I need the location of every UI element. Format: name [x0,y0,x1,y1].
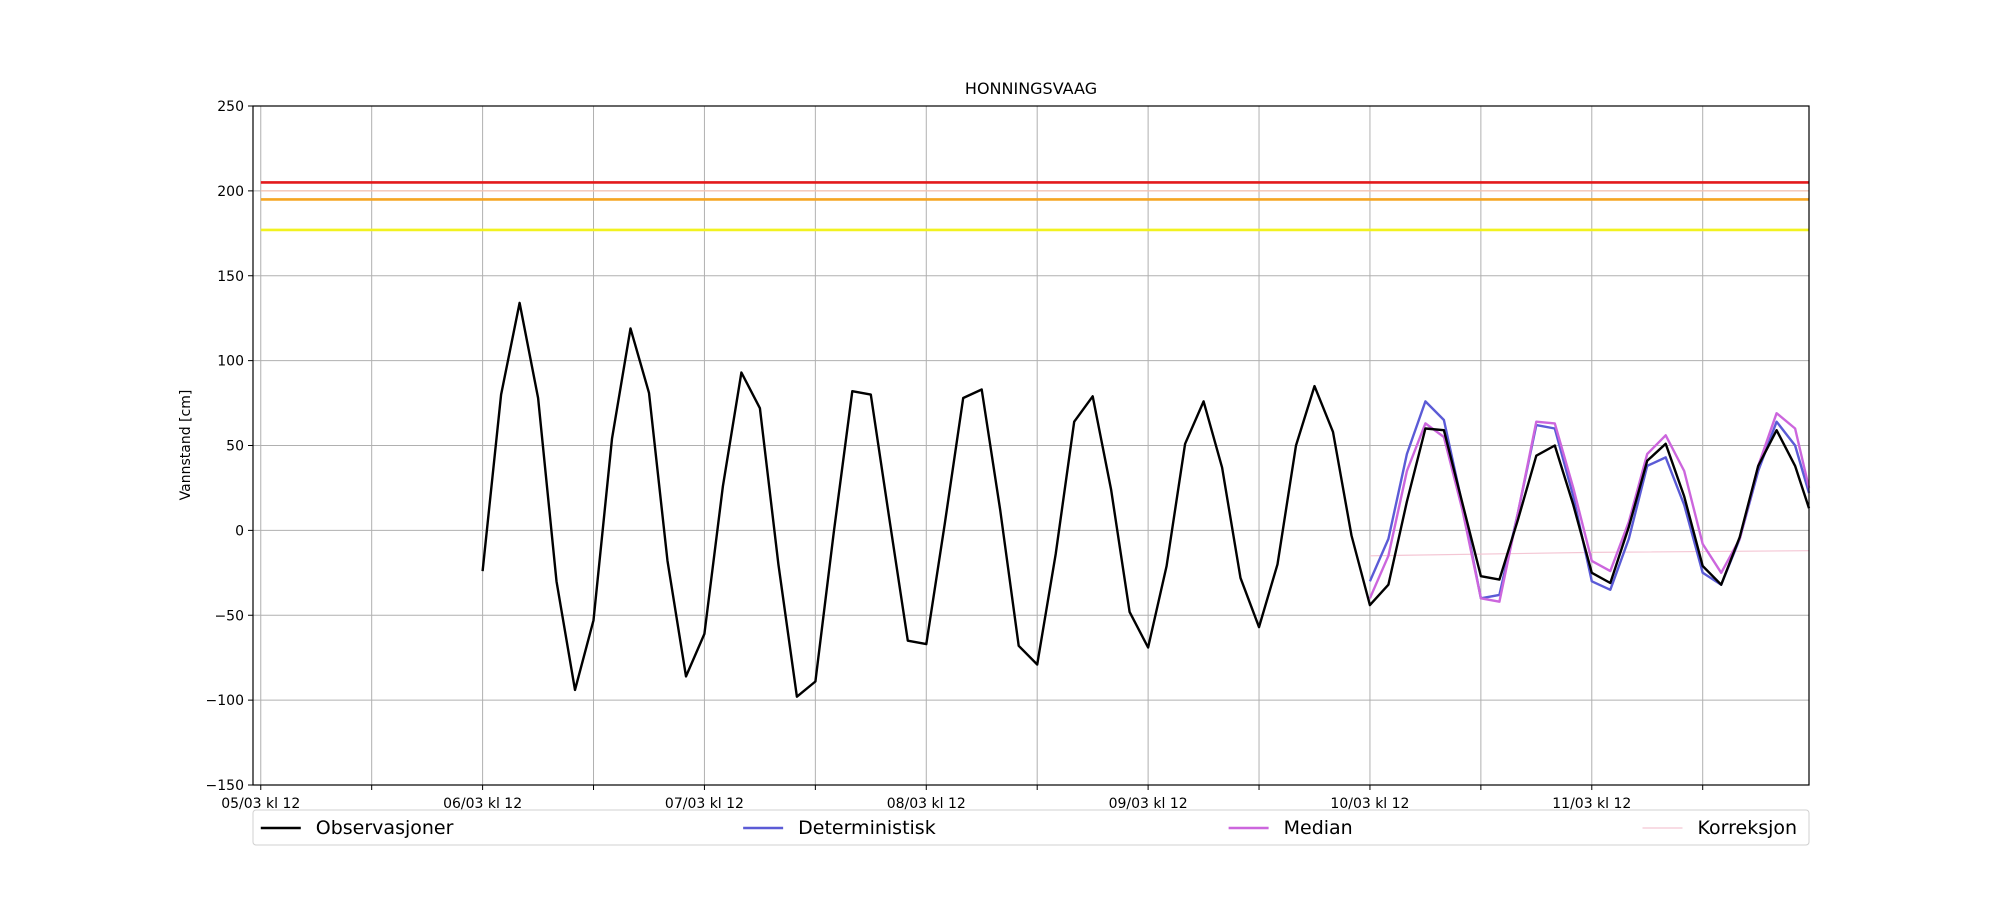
x-tick-label: 06/03 kl 12 [443,796,522,812]
legend-label: Observasjoner [316,817,454,839]
x-tick-label: 08/03 kl 12 [887,796,966,812]
plot-frame [252,105,1810,786]
x-tick-label: 10/03 kl 12 [1330,796,1409,812]
series-line [1369,550,1810,557]
y-tick-label: −50 [214,608,244,624]
legend-label: Median [1284,817,1353,839]
y-tick-label: −100 [206,693,244,709]
y-tick-label: 50 [226,439,244,455]
x-tick-label: 05/03 kl 12 [221,796,300,812]
legend-label: Deterministisk [798,817,936,839]
series-line [481,301,1811,698]
chart-title: HONNINGSVAAG [965,79,1097,98]
x-tick-label: 09/03 kl 12 [1109,796,1188,812]
x-tick-label: 07/03 kl 12 [665,796,744,812]
y-tick-label: 200 [217,184,244,200]
y-tick-label: 150 [217,269,244,285]
y-tick-label: 100 [217,354,244,370]
y-tick-label: −150 [206,778,244,794]
legend-label: Korreksjon [1698,817,1798,839]
legend-box [252,809,1810,846]
y-tick-label: 0 [235,523,244,539]
y-tick-label: 250 [217,99,244,115]
y-axis-label: Vannstand [cm] [178,390,194,501]
x-tick-label: 11/03 kl 12 [1552,796,1631,812]
